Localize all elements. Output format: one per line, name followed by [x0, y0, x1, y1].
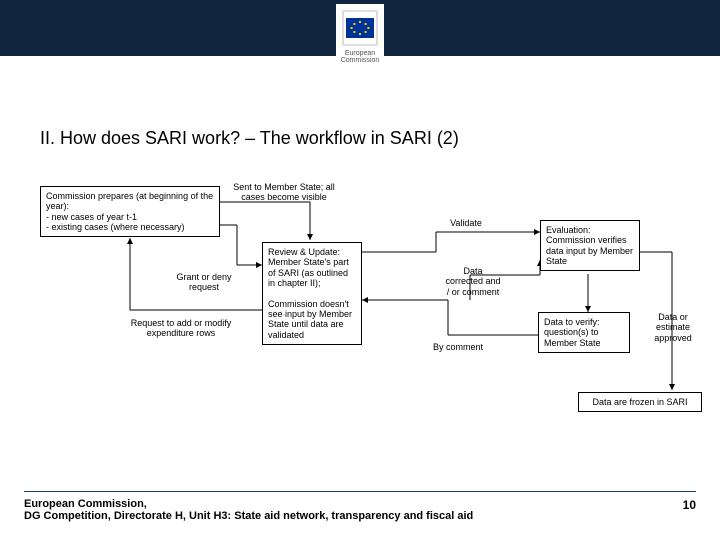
slide: European Commission II. How does SARI wo…: [0, 0, 720, 540]
box-evaluation-text: Evaluation: Commission verifies data inp…: [546, 225, 633, 266]
label-by-comment: By comment: [430, 342, 486, 352]
ec-logo: European Commission: [336, 4, 384, 94]
box-data-to-verify-text: Data to verify: question(s) to Member St…: [544, 317, 601, 348]
box-data-to-verify: Data to verify: question(s) to Member St…: [538, 312, 630, 353]
workflow-diagram: Commission prepares (at beginning of the…: [0, 180, 720, 410]
eu-flag-icon: [342, 10, 378, 46]
logo-label: European Commission: [341, 50, 380, 64]
label-sent-to-ms: Sent to Member State; all cases become v…: [224, 182, 344, 203]
slide-footer: European Commission, DG Competition, Dir…: [24, 491, 696, 522]
page-number: 10: [683, 498, 696, 512]
box-review-update-text: Review & Update: Member State's part of …: [268, 247, 352, 340]
box-data-frozen-text: Data are frozen in SARI: [592, 397, 687, 407]
box-review-update: Review & Update: Member State's part of …: [262, 242, 362, 345]
box-commission-prepares: Commission prepares (at beginning of the…: [40, 186, 220, 237]
label-validate: Validate: [440, 218, 492, 228]
label-data-corrected: Data corrected and / or comment: [444, 266, 502, 297]
box-data-frozen: Data are frozen in SARI: [578, 392, 702, 412]
footer-line1: European Commission,: [24, 498, 696, 510]
label-grant-deny: Grant or deny request: [168, 272, 240, 293]
label-data-approved: Data or estimate approved: [644, 312, 702, 343]
label-request-add: Request to add or modify expenditure row…: [116, 318, 246, 339]
footer-line2: DG Competition, Directorate H, Unit H3: …: [24, 510, 696, 522]
box-evaluation: Evaluation: Commission verifies data inp…: [540, 220, 640, 271]
slide-title: II. How does SARI work? – The workflow i…: [40, 128, 459, 149]
box-commission-prepares-text: Commission prepares (at beginning of the…: [46, 191, 213, 232]
